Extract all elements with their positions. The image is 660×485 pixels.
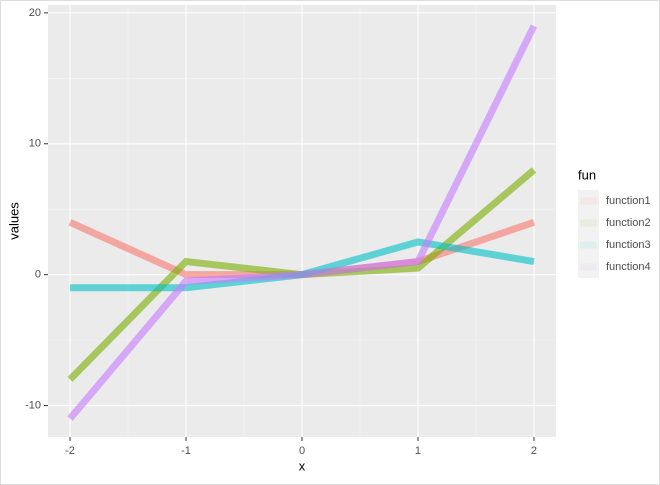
x-axis-label: x [299, 458, 306, 473]
x-tick-label: -2 [65, 445, 75, 457]
legend-label: function2 [606, 217, 651, 229]
x-tick-label: 2 [531, 445, 537, 457]
legend-title: fun [578, 167, 596, 182]
y-tick-label: 10 [29, 138, 41, 150]
y-tick-label: 20 [29, 7, 41, 19]
legend-key [578, 212, 599, 234]
x-tick-label: 0 [299, 445, 305, 457]
series-line [67, 24, 538, 421]
y-axis-label: values [6, 202, 21, 240]
x-tick-label: 1 [415, 445, 421, 457]
legend-key [578, 234, 599, 256]
legend-key [578, 190, 599, 212]
legend-key [578, 256, 599, 278]
x-tick-label: -1 [181, 445, 191, 457]
legend-label: function3 [606, 239, 651, 251]
legend-label: function4 [606, 261, 651, 273]
y-tick-label: 0 [35, 269, 41, 281]
y-tick-label: -10 [25, 399, 41, 411]
legend-label: function1 [606, 195, 651, 207]
